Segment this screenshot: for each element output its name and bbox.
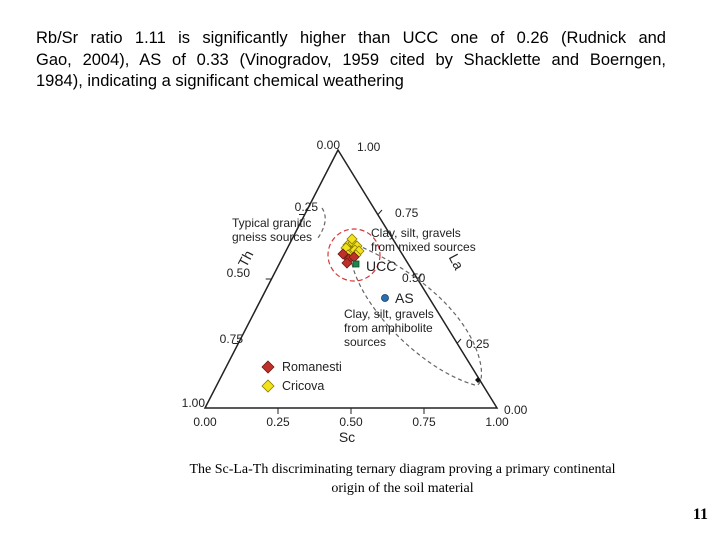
paragraph-line-2: Gao, 2004), AS of 0.33 (Vinogradov, 1959… bbox=[36, 50, 666, 69]
tick-marks bbox=[232, 209, 462, 414]
bottom-tick-4: 0.75 bbox=[412, 415, 436, 429]
legend-marker-cricova bbox=[261, 379, 275, 393]
right-tick-2: 0.50 bbox=[402, 271, 426, 285]
left-tick-3: 0.75 bbox=[220, 332, 244, 346]
legend-label-romanesti: Romanesti bbox=[282, 360, 342, 374]
bottom-tick-2: 0.25 bbox=[266, 415, 290, 429]
bottom-tick-3: 0.50 bbox=[339, 415, 363, 429]
granitic-field-boundary bbox=[317, 207, 326, 239]
amphibolite-field-label: Clay, silt, gravels from amphibolite sou… bbox=[344, 307, 437, 349]
right-tick-4: 0.00 bbox=[504, 403, 528, 417]
caption-line-1: The Sc-La-Th discriminating ternary diag… bbox=[189, 462, 616, 477]
caption-line-2: origin of the soil material bbox=[331, 481, 474, 496]
body-paragraph: Rb/Sr ratio 1.11 is significantly higher… bbox=[36, 28, 666, 93]
as-label: AS bbox=[395, 290, 414, 306]
apex-label-top-right: 1.00 bbox=[357, 140, 381, 154]
ternary-diagram: 0.00 1.00 0.25 0.50 0.75 1.00 0.75 0.50 … bbox=[182, 138, 528, 445]
ucc-label: UCC bbox=[366, 258, 396, 274]
apex-label-top-left: 0.00 bbox=[317, 138, 341, 152]
legend-label-cricova: Cricova bbox=[282, 379, 324, 393]
left-tick-2: 0.50 bbox=[227, 266, 251, 280]
axis-label-la: La bbox=[446, 251, 468, 272]
legend: Romanesti Cricova bbox=[261, 360, 342, 393]
mixed-field-label: Clay, silt, gravels from mixed sources bbox=[371, 226, 476, 254]
figure-caption: The Sc-La-Th discriminating ternary diag… bbox=[150, 460, 655, 498]
left-tick-1: 0.25 bbox=[295, 200, 319, 214]
right-tick-1: 0.75 bbox=[395, 206, 419, 220]
romanesti-sample-1 bbox=[337, 248, 349, 260]
paragraph-line-3: 1984), indicating a significant chemical… bbox=[36, 72, 404, 90]
left-tick-4: 1.00 bbox=[182, 396, 206, 410]
paragraph-line-1: Rb/Sr ratio 1.11 is significantly higher… bbox=[36, 29, 666, 47]
mixed-field-circle bbox=[327, 228, 381, 282]
axis-label-sc: Sc bbox=[339, 429, 355, 445]
amphibolite-field-boundary bbox=[349, 241, 483, 386]
page-number: 11 bbox=[692, 506, 708, 523]
romanesti-sample-4 bbox=[341, 257, 353, 269]
cricova-sample-8 bbox=[346, 233, 358, 245]
granitic-field-label: Typical granitic gneiss sources bbox=[232, 216, 315, 244]
legend-marker-romanesti bbox=[261, 360, 275, 374]
bottom-tick-5: 1.00 bbox=[485, 415, 509, 429]
ucc-point bbox=[352, 260, 360, 268]
bottom-tick-1: 0.00 bbox=[193, 415, 217, 429]
right-tick-3: 0.25 bbox=[466, 337, 490, 351]
as-point bbox=[381, 294, 389, 302]
sample-points bbox=[337, 233, 365, 269]
outlier-point bbox=[475, 377, 481, 383]
axis-label-th: Th bbox=[235, 248, 257, 270]
